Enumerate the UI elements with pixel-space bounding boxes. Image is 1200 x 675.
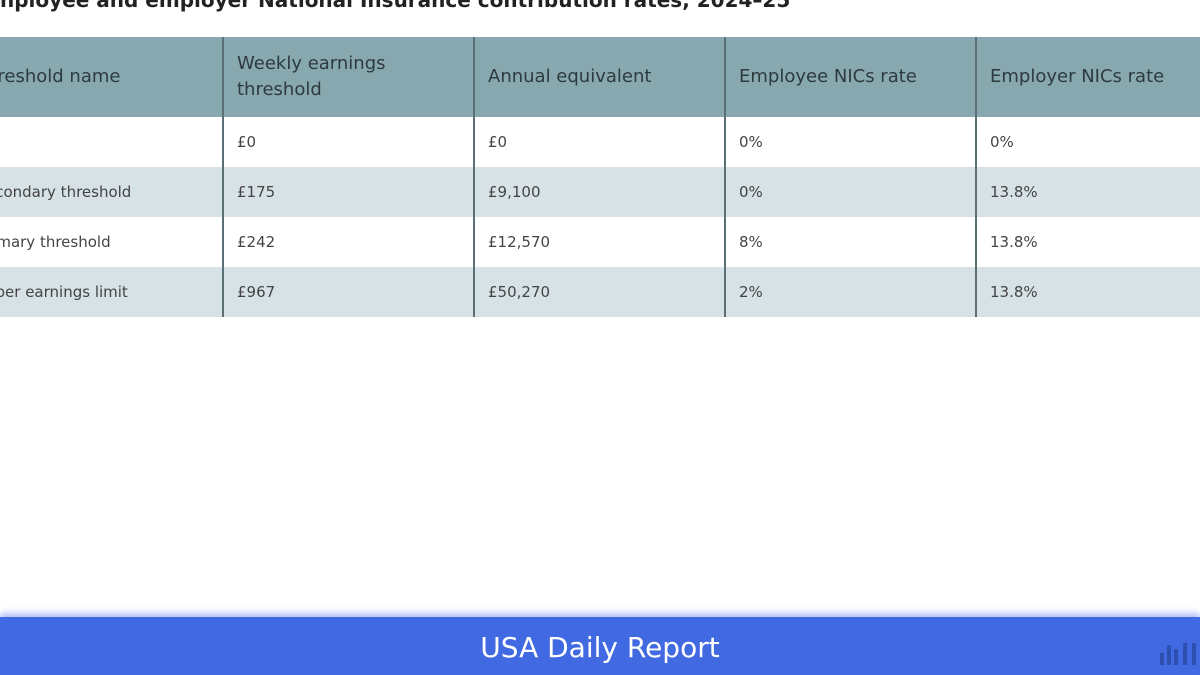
table-cell — [0, 117, 224, 167]
table-cell: rimary threshold — [0, 217, 224, 267]
table-cell: 13.8% — [977, 167, 1200, 217]
header-cell: Annual equivalent — [475, 37, 726, 117]
table-row: £0 £0 0% 0% — [0, 117, 1200, 167]
logo-bar — [1174, 649, 1178, 665]
logo-bar — [1192, 643, 1196, 665]
table-cell: 0% — [990, 133, 1014, 151]
table-cell: £50,270 — [475, 267, 726, 317]
header-cell: hreshold name — [0, 37, 224, 117]
table-row: pper earnings limit £967 £50,270 2% 13.8% — [0, 267, 1200, 317]
table-cell: 0% — [726, 117, 977, 167]
table-cell: 2% — [726, 267, 977, 317]
header-cell: Weekly earnings threshold — [224, 37, 475, 117]
logo-bar — [1183, 643, 1187, 665]
table-cell: £175 — [224, 167, 475, 217]
table-cell: 0% — [726, 167, 977, 217]
table-row: econdary threshold £175 £9,100 0% 13.8% — [0, 167, 1200, 217]
table-cell: £12,570 — [475, 217, 726, 267]
table-cell: 13.8% — [990, 233, 1038, 251]
header-cell: Employer NICs rate — [977, 37, 1200, 117]
brand: USA Daily Report — [480, 631, 720, 664]
table-cell: econdary threshold — [0, 167, 224, 217]
table-cell: £9,100 — [475, 167, 726, 217]
logo-bar — [1167, 645, 1171, 665]
table-cell: 13.8% — [977, 267, 1200, 317]
table-cell: £967 — [224, 267, 475, 317]
table-cell: £242 — [224, 217, 475, 267]
table-cell: pper earnings limit — [0, 267, 224, 317]
table-cell: £0 — [475, 117, 726, 167]
table-cell: 8% — [726, 217, 977, 267]
table-title: nployee and employer National Insurance … — [0, 0, 791, 12]
table-cell: £0 — [224, 117, 475, 167]
footer-bar: USA Daily Report — [0, 617, 1200, 675]
header-cell: Employee NICs rate — [726, 37, 977, 117]
logo-bar — [1160, 653, 1164, 665]
